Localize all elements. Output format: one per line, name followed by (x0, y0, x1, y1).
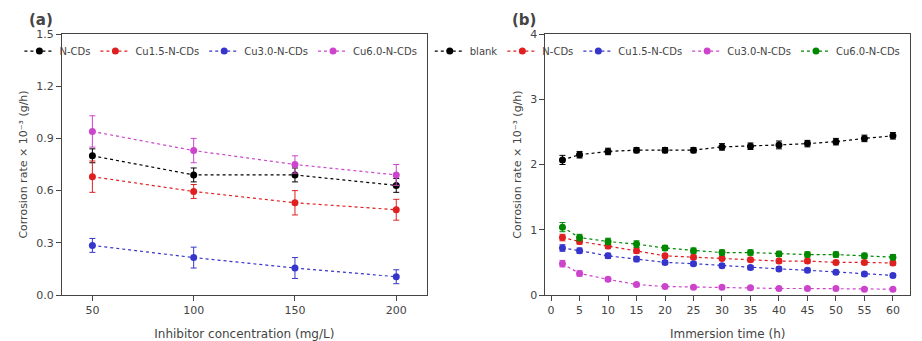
svg-text:Cu1.5-N-CDs: Cu1.5-N-CDs (135, 46, 199, 57)
svg-text:10: 10 (601, 304, 615, 317)
svg-text:0.3: 0.3 (36, 237, 54, 250)
svg-text:N-CDs: N-CDs (542, 46, 573, 57)
svg-text:0.0: 0.0 (36, 289, 54, 302)
svg-text:40: 40 (772, 304, 786, 317)
svg-text:60: 60 (886, 304, 900, 317)
svg-text:0: 0 (548, 304, 555, 317)
svg-text:20: 20 (658, 304, 672, 317)
svg-text:1.2: 1.2 (36, 80, 54, 93)
svg-text:200: 200 (386, 304, 407, 317)
svg-text:Cu6.0-N-CDs: Cu6.0-N-CDs (836, 46, 900, 57)
svg-text:(a): (a) (29, 11, 53, 29)
svg-text:45: 45 (800, 304, 814, 317)
svg-text:Cu6.0-N-CDs: Cu6.0-N-CDs (353, 46, 417, 57)
svg-text:(b): (b) (512, 11, 536, 29)
svg-text:100: 100 (183, 304, 204, 317)
svg-text:0.6: 0.6 (36, 184, 54, 197)
svg-text:Inhibitor concentration (mg/L): Inhibitor concentration (mg/L) (154, 327, 334, 341)
svg-text:0: 0 (530, 289, 537, 302)
svg-text:25: 25 (687, 304, 701, 317)
svg-text:Immersion time (h): Immersion time (h) (670, 327, 785, 341)
svg-text:4: 4 (530, 28, 537, 41)
svg-text:1: 1 (530, 224, 537, 237)
svg-text:1.5: 1.5 (36, 28, 54, 41)
svg-text:50: 50 (85, 304, 99, 317)
svg-text:5: 5 (576, 304, 583, 317)
svg-text:2: 2 (530, 158, 537, 171)
svg-text:150: 150 (284, 304, 305, 317)
svg-text:blank: blank (470, 46, 498, 57)
svg-text:Corrosion rate × 10⁻³ (g/h): Corrosion rate × 10⁻³ (g/h) (511, 90, 524, 238)
svg-text:Cu3.0-N-CDs: Cu3.0-N-CDs (244, 46, 308, 57)
svg-text:Cu1.5-N-CDs: Cu1.5-N-CDs (618, 46, 682, 57)
svg-text:55: 55 (857, 304, 871, 317)
svg-text:N-CDs: N-CDs (59, 46, 90, 57)
svg-text:Cu3.0-N-CDs: Cu3.0-N-CDs (727, 46, 791, 57)
svg-text:15: 15 (630, 304, 644, 317)
svg-text:30: 30 (715, 304, 729, 317)
svg-text:35: 35 (743, 304, 757, 317)
svg-text:0.9: 0.9 (36, 132, 54, 145)
svg-text:50: 50 (829, 304, 843, 317)
svg-text:Corrosion rate × 10⁻³ (g/h): Corrosion rate × 10⁻³ (g/h) (17, 90, 30, 238)
svg-text:3: 3 (530, 93, 537, 106)
